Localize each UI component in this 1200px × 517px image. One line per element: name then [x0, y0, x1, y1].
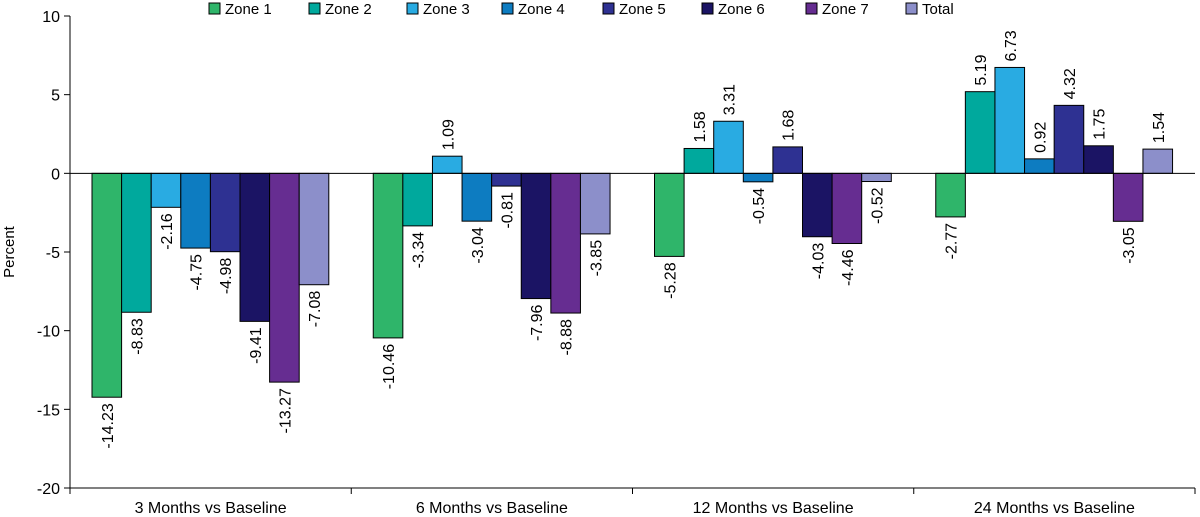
legend-swatch [905, 2, 918, 15]
bar [683, 147, 715, 174]
legend-swatch [208, 2, 221, 15]
bar [239, 172, 271, 322]
legend: Zone 1 Zone 2 Zone 3 Zone 4 Zone 5 Zone 6 Zone… [208, 1, 954, 18]
legend-swatch [501, 2, 514, 15]
legend-label: Zone 2 [325, 1, 372, 18]
y-tick-label: 5 [51, 88, 60, 105]
data-labels: -14.23 -10.46 -5.28 -2.77 -8.83 -3.34 1.58 5.19… [100, 30, 1168, 448]
legend-label: Zone 6 [718, 1, 765, 18]
data-label: 0.92 [1032, 122, 1049, 153]
data-label: 4.32 [1062, 68, 1079, 99]
bar [831, 172, 863, 245]
bar [861, 172, 892, 183]
data-label: -13.27 [277, 388, 294, 433]
bar [269, 172, 300, 383]
data-label: -9.41 [248, 327, 265, 364]
legend-swatch [805, 2, 818, 15]
bar [1024, 158, 1055, 174]
bar [180, 172, 211, 249]
data-label: -4.98 [218, 258, 235, 295]
bar [431, 155, 463, 174]
data-label: -8.88 [559, 319, 576, 356]
bar [994, 66, 1026, 174]
legend-label: Zone 3 [423, 1, 470, 18]
data-label: 1.54 [1151, 112, 1168, 143]
data-label: -3.05 [1121, 227, 1138, 264]
legend-swatch [602, 2, 615, 15]
y-tick-label: -15 [37, 402, 60, 419]
x-tick-label: 12 Months vs Baseline [693, 500, 854, 517]
y-tick-label: -5 [46, 245, 60, 262]
data-label: -0.52 [870, 187, 887, 224]
bar [150, 172, 182, 208]
bar [372, 172, 404, 339]
bar [654, 172, 685, 257]
data-label: 6.73 [1003, 30, 1020, 61]
data-label: 1.75 [1092, 109, 1109, 140]
data-label: -3.04 [470, 227, 487, 264]
legend-label: Zone 1 [225, 1, 272, 18]
bar [209, 172, 241, 253]
data-label: 3.31 [722, 84, 739, 115]
y-tick-label: -20 [37, 481, 60, 498]
bar [1112, 172, 1144, 222]
data-label: -3.34 [411, 232, 428, 269]
bar [964, 91, 996, 174]
data-label: -7.08 [307, 291, 324, 328]
bars [91, 66, 1174, 398]
bar [491, 172, 522, 187]
data-label: 1.68 [781, 110, 798, 141]
bar [1053, 104, 1085, 174]
data-label: -14.23 [100, 403, 117, 448]
data-label: -2.16 [159, 213, 176, 250]
y-tick-label: 0 [51, 166, 60, 183]
data-label: 5.19 [973, 54, 990, 85]
legend-swatch [308, 2, 321, 15]
bar [298, 172, 330, 286]
bar [772, 146, 804, 174]
legend-label: Zone 4 [518, 1, 565, 18]
y-axis-label: Percent [1, 225, 18, 278]
y-tick-label: -10 [37, 324, 60, 341]
legend-label: Zone 5 [619, 1, 666, 18]
data-label: -10.46 [381, 344, 398, 389]
data-label: -7.96 [529, 304, 546, 341]
data-label: -0.81 [499, 192, 516, 229]
bar [935, 172, 966, 218]
data-label: 1.58 [692, 111, 709, 142]
data-label: -0.54 [751, 188, 768, 225]
legend-label: Total [922, 1, 954, 18]
data-label: -5.28 [662, 262, 679, 299]
bar [550, 172, 581, 314]
bar [402, 172, 433, 227]
data-label: -4.03 [810, 243, 827, 280]
bar [802, 172, 833, 238]
y-tick-label: 10 [42, 9, 60, 26]
legend-swatch [701, 2, 714, 15]
bar [579, 172, 611, 235]
data-label: -3.85 [588, 240, 605, 277]
x-tick-label: 3 Months vs Baseline [135, 500, 287, 517]
bar [91, 172, 123, 398]
legend-swatch [406, 2, 419, 15]
bar [1083, 145, 1114, 174]
axes: 10 5 0 -5 -10 -15 -20 3 Months vs Baseline 6 Mon… [37, 9, 1196, 517]
x-tick-label: 24 Months vs Baseline [974, 500, 1135, 517]
bar [1142, 148, 1174, 174]
legend-label: Zone 7 [822, 1, 869, 18]
bar [121, 172, 152, 313]
bar [742, 172, 774, 183]
data-label: -2.77 [944, 223, 961, 260]
bar [461, 172, 493, 222]
x-tick-label: 6 Months vs Baseline [416, 500, 568, 517]
data-label: -4.75 [189, 254, 206, 291]
data-label: 1.09 [440, 119, 457, 150]
data-label: -8.83 [129, 318, 146, 355]
bar [713, 120, 744, 174]
bar [520, 172, 552, 300]
data-label: -4.46 [840, 249, 857, 286]
